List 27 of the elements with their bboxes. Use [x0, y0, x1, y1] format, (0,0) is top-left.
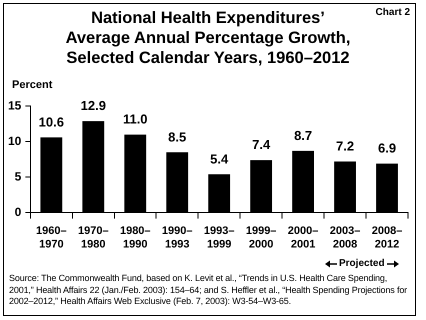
- source-note: Source: The Commonwealth Fund, based on K. Levit et al., “Trends in U.S. Health Care Spending, 2001,” Health Affairs 22 (Jan./Feb. 2003): 154–64; and S. Heffler et al., “Health Spending Projections for 2002–2012,” Health Affairs Web Exclusive (Feb. 7, 2003): W3-54–W3-65.: [9, 273, 408, 308]
- y-tick-label: 10: [8, 134, 22, 148]
- data-label: 12.9: [80, 98, 106, 114]
- x-tick-label: 1960–1970: [36, 225, 67, 250]
- x-tick-label: 1970–1980: [78, 225, 109, 250]
- x-tick-label: 1999–2000: [246, 225, 276, 250]
- y-tick-label: 15: [8, 98, 22, 113]
- caption: Chart 2: [376, 7, 410, 18]
- data-label: 8.5: [168, 129, 186, 144]
- x-tick-label: 1980–1990: [120, 225, 151, 250]
- data-label: 8.7: [294, 128, 312, 143]
- y-axis-title: Percent: [12, 79, 52, 91]
- data-label: 6.9: [378, 140, 396, 156]
- data-label: 11.0: [122, 112, 148, 127]
- x-tick-label: 2008–2012: [372, 225, 402, 250]
- data-label: 7.2: [336, 138, 354, 154]
- x-tick-label: 2000–2001: [288, 225, 318, 250]
- data-label: 10.6: [38, 114, 64, 130]
- chart-title: National Health Expenditures’ Average Annual Percentage Growth, Selected Calendar Years, 1960–2012: [64, 8, 352, 68]
- data-label: 7.4: [252, 137, 271, 152]
- x-tick-label: 1993–1999: [204, 225, 234, 250]
- data-label: 5.4: [210, 151, 229, 166]
- y-tick-label: 5: [14, 169, 22, 184]
- x-tick-label: 1990–1993: [162, 225, 193, 250]
- y-tick-label: 0: [14, 204, 22, 219]
- x-tick-label: 2003–2008: [330, 225, 360, 250]
- text: Projected: [339, 258, 385, 269]
